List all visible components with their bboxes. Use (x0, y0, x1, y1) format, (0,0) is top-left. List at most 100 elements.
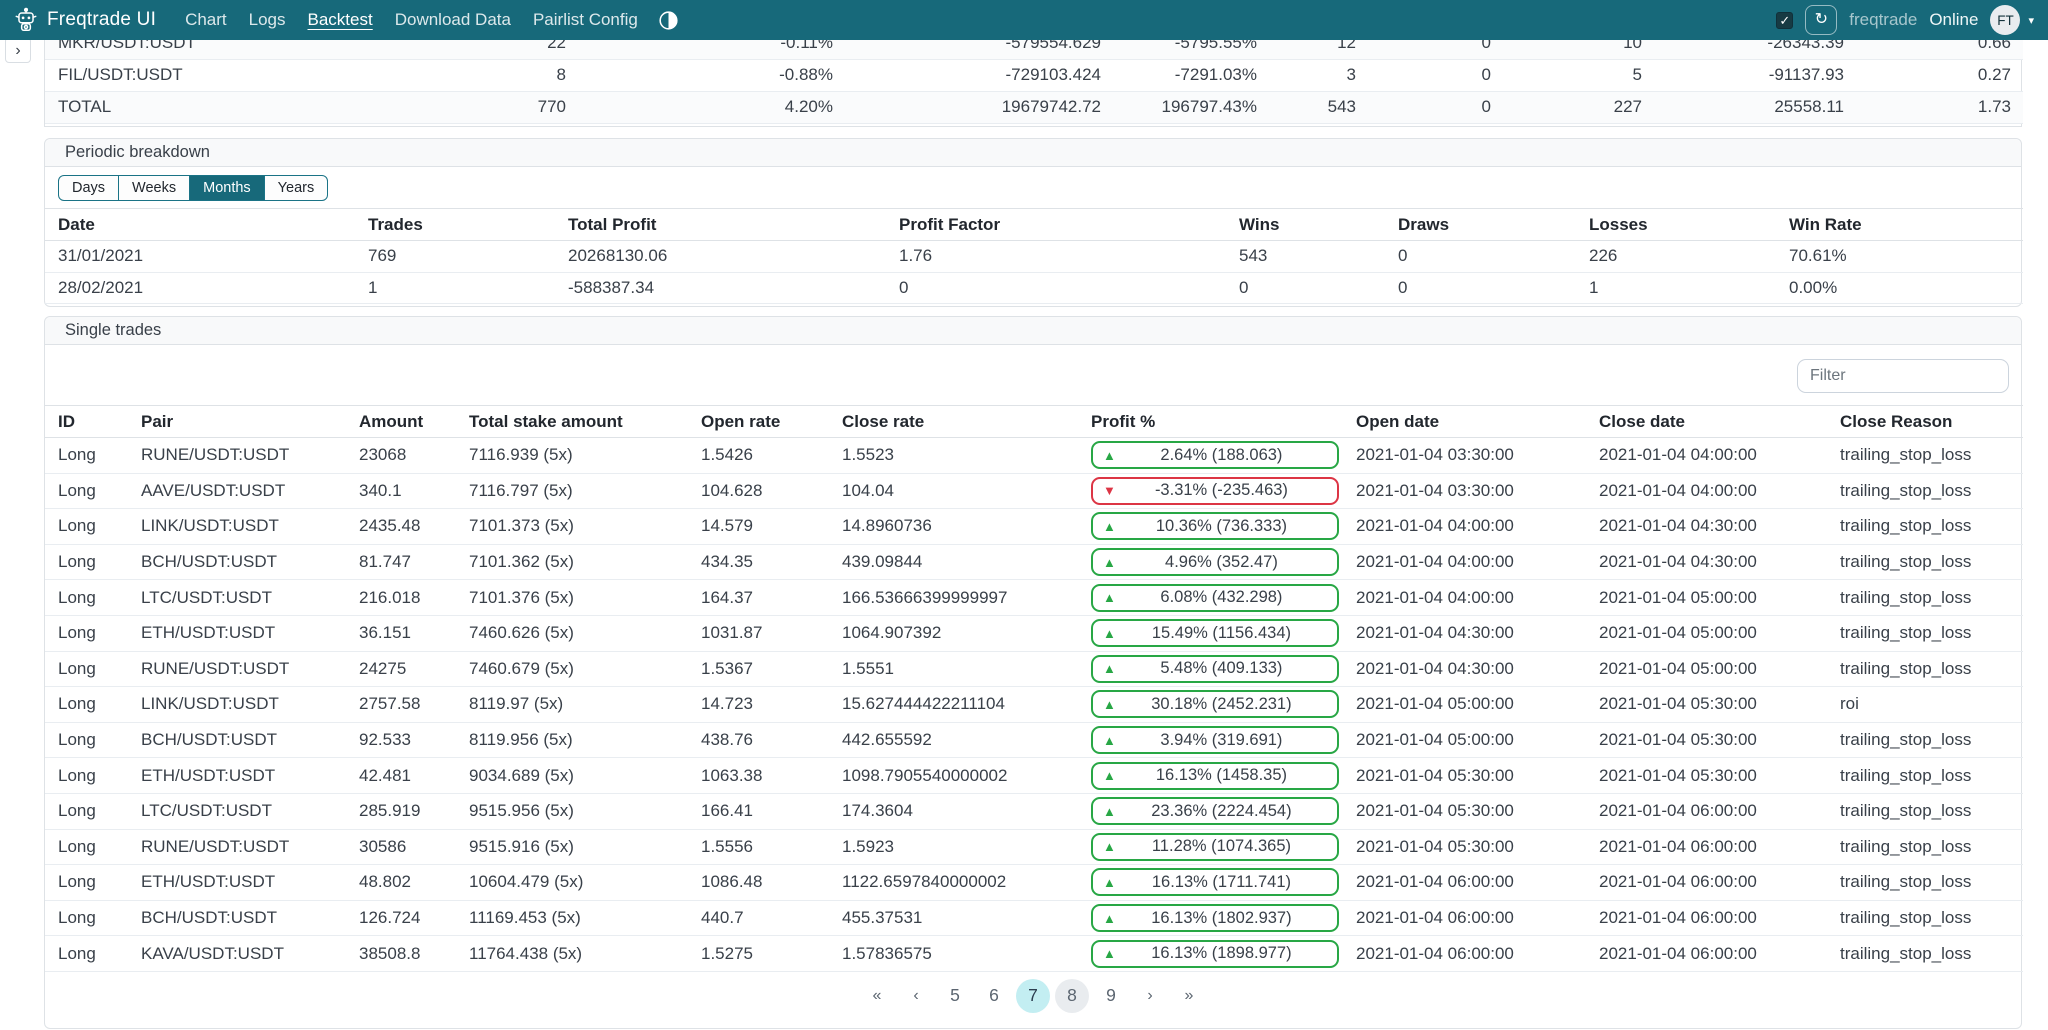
table-row[interactable]: LongLTC/USDT:USDT216.0187101.376 (5x)164… (45, 580, 2023, 616)
column-header-pair[interactable]: Pair (128, 406, 346, 438)
pagination-first-button[interactable]: « (860, 979, 894, 1013)
column-header-draws[interactable]: Draws (1385, 209, 1576, 241)
sidebar-expand-button[interactable]: › (5, 37, 31, 63)
pagination-page-9[interactable]: 9 (1094, 979, 1128, 1013)
table-row[interactable]: LongRUNE/USDT:USDT230687116.939 (5x)1.54… (45, 438, 2023, 474)
pagination-next-button[interactable]: › (1133, 979, 1167, 1013)
cell: trailing_stop_loss (1827, 651, 2023, 687)
column-header-profit-[interactable]: Profit % (1078, 406, 1343, 438)
table-row[interactable]: LongRUNE/USDT:USDT305869515.916 (5x)1.55… (45, 829, 2023, 865)
pagination-page-6[interactable]: 6 (977, 979, 1011, 1013)
cell: ETH/USDT:USDT (128, 758, 346, 794)
cell: 1063.38 (688, 758, 829, 794)
nav-item-backtest[interactable]: Backtest (297, 10, 384, 30)
cell: 2021-01-04 06:00:00 (1586, 936, 1827, 972)
cell: 770 (413, 91, 578, 123)
profit-badge: ▲15.49% (1156.434) (1091, 619, 1339, 647)
table-row[interactable]: LongRUNE/USDT:USDT242757460.679 (5x)1.53… (45, 651, 2023, 687)
cell: -91137.93 (1654, 59, 1856, 91)
table-row[interactable]: LongAAVE/USDT:USDT340.17116.797 (5x)104.… (45, 473, 2023, 509)
cell: 38508.8 (346, 936, 456, 972)
cell: 1098.7905540000002 (829, 758, 1078, 794)
cell: 23068 (346, 438, 456, 474)
cell: 28/02/2021 (45, 272, 355, 304)
pagination-page-7[interactable]: 7 (1016, 979, 1050, 1013)
period-tab-years[interactable]: Years (264, 175, 329, 201)
cell: 104.04 (829, 473, 1078, 509)
column-header-wins[interactable]: Wins (1226, 209, 1385, 241)
column-header-total-stake-amount[interactable]: Total stake amount (456, 406, 688, 438)
cell: 9515.956 (5x) (456, 793, 688, 829)
table-row[interactable]: LongLINK/USDT:USDT2757.588119.97 (5x)14.… (45, 687, 2023, 723)
table-row[interactable]: LongETH/USDT:USDT42.4819034.689 (5x)1063… (45, 758, 2023, 794)
table-row[interactable]: LongKAVA/USDT:USDT38508.811764.438 (5x)1… (45, 936, 2023, 972)
table-row[interactable]: LongETH/USDT:USDT36.1517460.626 (5x)1031… (45, 615, 2023, 651)
column-header-close-rate[interactable]: Close rate (829, 406, 1078, 438)
profit-up-icon: ▲ (1103, 804, 1116, 819)
cell: 7101.373 (5x) (456, 509, 688, 545)
pagination-prev-button[interactable]: ‹ (899, 979, 933, 1013)
pagination-last-button[interactable]: » (1172, 979, 1206, 1013)
column-header-open-date[interactable]: Open date (1343, 406, 1586, 438)
cell: 30586 (346, 829, 456, 865)
cell: 11169.453 (5x) (456, 900, 688, 936)
cell: 216.018 (346, 580, 456, 616)
pagination-page-8[interactable]: 8 (1055, 979, 1089, 1013)
cell-profit: ▲3.94% (319.691) (1078, 722, 1343, 758)
table-row[interactable]: LongBCH/USDT:USDT81.7477101.362 (5x)434.… (45, 544, 2023, 580)
period-tab-months[interactable]: Months (189, 175, 265, 201)
avatar[interactable]: FT (1990, 5, 2020, 35)
pair-summary-card: MKR/USDT:USDT22-0.11%-579554.629-5795.55… (44, 27, 2022, 127)
chevron-down-icon[interactable]: ▾ (2028, 14, 2034, 27)
table-row[interactable]: LongETH/USDT:USDT48.80210604.479 (5x)108… (45, 865, 2023, 901)
table-row[interactable]: LongLTC/USDT:USDT285.9199515.956 (5x)166… (45, 793, 2023, 829)
cell: 543 (1226, 241, 1385, 273)
nav-item-download-data[interactable]: Download Data (384, 10, 522, 30)
nav-item-logs[interactable]: Logs (238, 10, 297, 30)
cell: 2021-01-04 03:30:00 (1343, 438, 1586, 474)
cell: 227 (1503, 91, 1654, 123)
cell: 2021-01-04 04:00:00 (1343, 544, 1586, 580)
column-header-open-rate[interactable]: Open rate (688, 406, 829, 438)
filter-input[interactable] (1797, 359, 2009, 393)
column-header-close-reason[interactable]: Close Reason (1827, 406, 2023, 438)
column-header-amount[interactable]: Amount (346, 406, 456, 438)
table-row[interactable]: LongBCH/USDT:USDT126.72411169.453 (5x)44… (45, 900, 2023, 936)
period-tab-days[interactable]: Days (58, 175, 119, 201)
cell: 439.09844 (829, 544, 1078, 580)
cell: 440.7 (688, 900, 829, 936)
cell: 1.76 (886, 241, 1226, 273)
cell: trailing_stop_loss (1827, 544, 2023, 580)
autorefresh-checkbox[interactable]: ✓ (1776, 12, 1793, 29)
cell: 1.5426 (688, 438, 829, 474)
cell: 2021-01-04 05:30:00 (1343, 758, 1586, 794)
theme-toggle-button[interactable] (659, 11, 678, 30)
column-header-losses[interactable]: Losses (1576, 209, 1776, 241)
profit-badge: ▲5.48% (409.133) (1091, 655, 1339, 683)
nav-item-pairlist-config[interactable]: Pairlist Config (522, 10, 649, 30)
cell: trailing_stop_loss (1827, 900, 2023, 936)
column-header-date[interactable]: Date (45, 209, 355, 241)
table-row[interactable]: LongLINK/USDT:USDT2435.487101.373 (5x)14… (45, 509, 2023, 545)
cell-profit: ▲11.28% (1074.365) (1078, 829, 1343, 865)
profit-value: 3.94% (319.691) (1116, 731, 1327, 750)
bot-name: freqtrade (1849, 10, 1917, 30)
pagination-page-5[interactable]: 5 (938, 979, 972, 1013)
column-header-total-profit[interactable]: Total Profit (555, 209, 886, 241)
column-header-win-rate[interactable]: Win Rate (1776, 209, 2023, 241)
cell: 81.747 (346, 544, 456, 580)
period-tab-weeks[interactable]: Weeks (118, 175, 190, 201)
nav-item-chart[interactable]: Chart (174, 10, 238, 30)
cell-profit: ▲10.36% (736.333) (1078, 509, 1343, 545)
column-header-id[interactable]: ID (45, 406, 128, 438)
cell: Long (45, 900, 128, 936)
refresh-button[interactable]: ↻ (1805, 5, 1837, 35)
cell: 2435.48 (346, 509, 456, 545)
cell: trailing_stop_loss (1827, 865, 2023, 901)
profit-up-icon: ▲ (1103, 555, 1116, 570)
column-header-close-date[interactable]: Close date (1586, 406, 1827, 438)
table-row[interactable]: LongBCH/USDT:USDT92.5338119.956 (5x)438.… (45, 722, 2023, 758)
cell: trailing_stop_loss (1827, 473, 2023, 509)
column-header-trades[interactable]: Trades (355, 209, 555, 241)
column-header-profit-factor[interactable]: Profit Factor (886, 209, 1226, 241)
